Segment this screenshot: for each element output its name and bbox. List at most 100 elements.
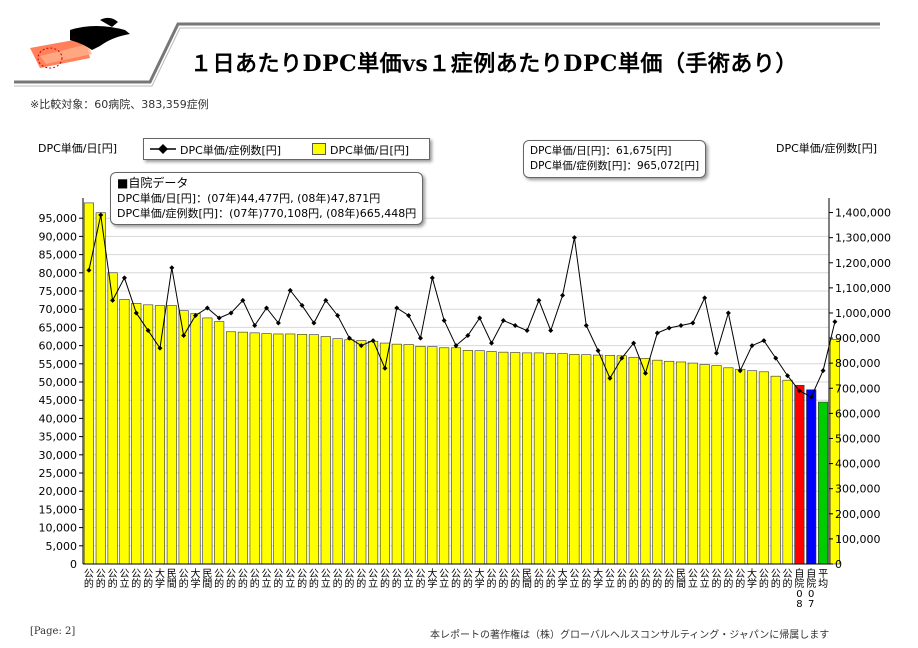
right-tick-label: 200,000	[835, 508, 881, 521]
right-tick-label: 700,000	[835, 382, 881, 395]
footer-copyright: 本レポートの著作権は（株）グローバルヘルスコンサルティング・ジャパンに帰属します	[430, 630, 830, 641]
category-label: 公的	[487, 569, 497, 590]
bar	[320, 336, 331, 565]
line-point	[678, 323, 684, 329]
category-label: 大学	[593, 567, 603, 590]
line-point	[287, 287, 293, 293]
category-label: 公立	[262, 569, 272, 590]
line-point	[595, 348, 601, 354]
left-tick-label: 60,000	[39, 340, 78, 353]
category-label: 公立	[688, 569, 698, 590]
line-point	[145, 328, 151, 334]
bar	[498, 351, 509, 565]
line-point	[133, 310, 139, 316]
left-tick-label: 50,000	[39, 376, 78, 389]
category-label: 民間	[676, 568, 686, 590]
category-label: 公立	[700, 569, 710, 590]
line-point	[642, 370, 648, 376]
bar	[604, 355, 615, 565]
bar	[450, 347, 462, 565]
category-label: 公的	[273, 569, 283, 590]
category-label: 自院 0 8	[794, 567, 804, 610]
line-point	[583, 323, 589, 329]
right-tick-label: 1,200,000	[835, 257, 891, 270]
category-label: 公的	[759, 569, 769, 590]
bar	[237, 331, 248, 565]
left-tick-label: 25,000	[39, 467, 78, 480]
legend-bar-label: DPC単価/日[円]	[330, 144, 410, 157]
category-label: 公的	[463, 569, 473, 590]
line-point	[500, 317, 506, 323]
bar	[143, 304, 154, 565]
line-point	[192, 312, 198, 318]
category-label: 公立	[285, 569, 295, 590]
line-point	[216, 315, 222, 321]
line-point	[820, 368, 826, 374]
category-label: 公的	[581, 569, 591, 590]
left-tick-label: 10,000	[39, 522, 78, 535]
right-tick-label: 800,000	[835, 357, 881, 370]
category-label: 民間	[167, 568, 177, 590]
line-point	[832, 319, 838, 325]
bar	[379, 342, 390, 565]
bar	[616, 355, 627, 565]
bar	[581, 354, 592, 565]
line-point	[121, 275, 127, 281]
line-point	[406, 312, 412, 318]
line-point	[335, 312, 341, 318]
line-point	[524, 328, 530, 334]
bar	[344, 339, 355, 565]
bar	[687, 362, 698, 565]
category-label: 大学	[155, 567, 165, 590]
category-label: 民間	[202, 568, 212, 590]
right-tick-label: 1,000,000	[835, 307, 891, 320]
bar	[593, 354, 604, 565]
bar	[403, 344, 414, 565]
category-label: 公的	[534, 569, 544, 590]
line-point	[264, 305, 270, 311]
category-label: 公的	[356, 569, 366, 590]
right-tick-label: 900,000	[835, 332, 881, 345]
category-label: 公的	[771, 569, 781, 590]
category-label: 公的	[380, 569, 390, 590]
right-tick-label: 100,000	[835, 533, 881, 546]
line-point	[796, 388, 802, 394]
category-label: 公的	[652, 569, 662, 590]
left-tick-label: 80,000	[39, 267, 78, 280]
category-label: 公立	[569, 569, 579, 590]
line-point	[512, 323, 518, 329]
bar	[214, 321, 225, 565]
bar	[735, 368, 746, 565]
left-tick-label: 55,000	[39, 358, 78, 371]
line-point	[228, 310, 234, 316]
bar	[699, 364, 710, 565]
line-point	[110, 297, 116, 303]
bar	[107, 272, 118, 565]
right-tick-label: 500,000	[835, 432, 881, 445]
right-tick-label: 1,300,000	[835, 232, 891, 245]
line-point	[311, 320, 317, 326]
category-label: 公的	[498, 569, 508, 590]
average-info-line2: DPC単価/症例数[円]：965,072[円]	[530, 160, 700, 172]
own-hospital-info-line1: DPC単価/日[円]：(07年)44,477円, (08年)47,871円	[117, 192, 381, 205]
legend: DPC単価/症例数[円] DPC単価/日[円]	[143, 138, 430, 160]
line-point	[169, 265, 175, 271]
header-graphic	[14, 17, 880, 87]
category-label: 公的	[392, 569, 402, 590]
bar	[261, 333, 272, 565]
legend-line-icon	[150, 144, 176, 154]
line-point	[607, 375, 613, 381]
line-point	[417, 335, 423, 341]
bar	[474, 350, 485, 565]
bar	[119, 299, 130, 565]
bar	[675, 361, 687, 565]
category-label: 公立	[439, 569, 449, 590]
left-tick-label: 30,000	[39, 449, 78, 462]
line-point	[808, 394, 814, 400]
line-point	[394, 305, 400, 311]
legend-line-label: DPC単価/症例数[円]	[180, 144, 282, 157]
left-tick-label: 0	[70, 558, 77, 571]
legend-bar-swatch	[312, 143, 326, 155]
own-hospital-info-title: ■自院データ	[117, 176, 189, 190]
line-point	[548, 328, 554, 334]
